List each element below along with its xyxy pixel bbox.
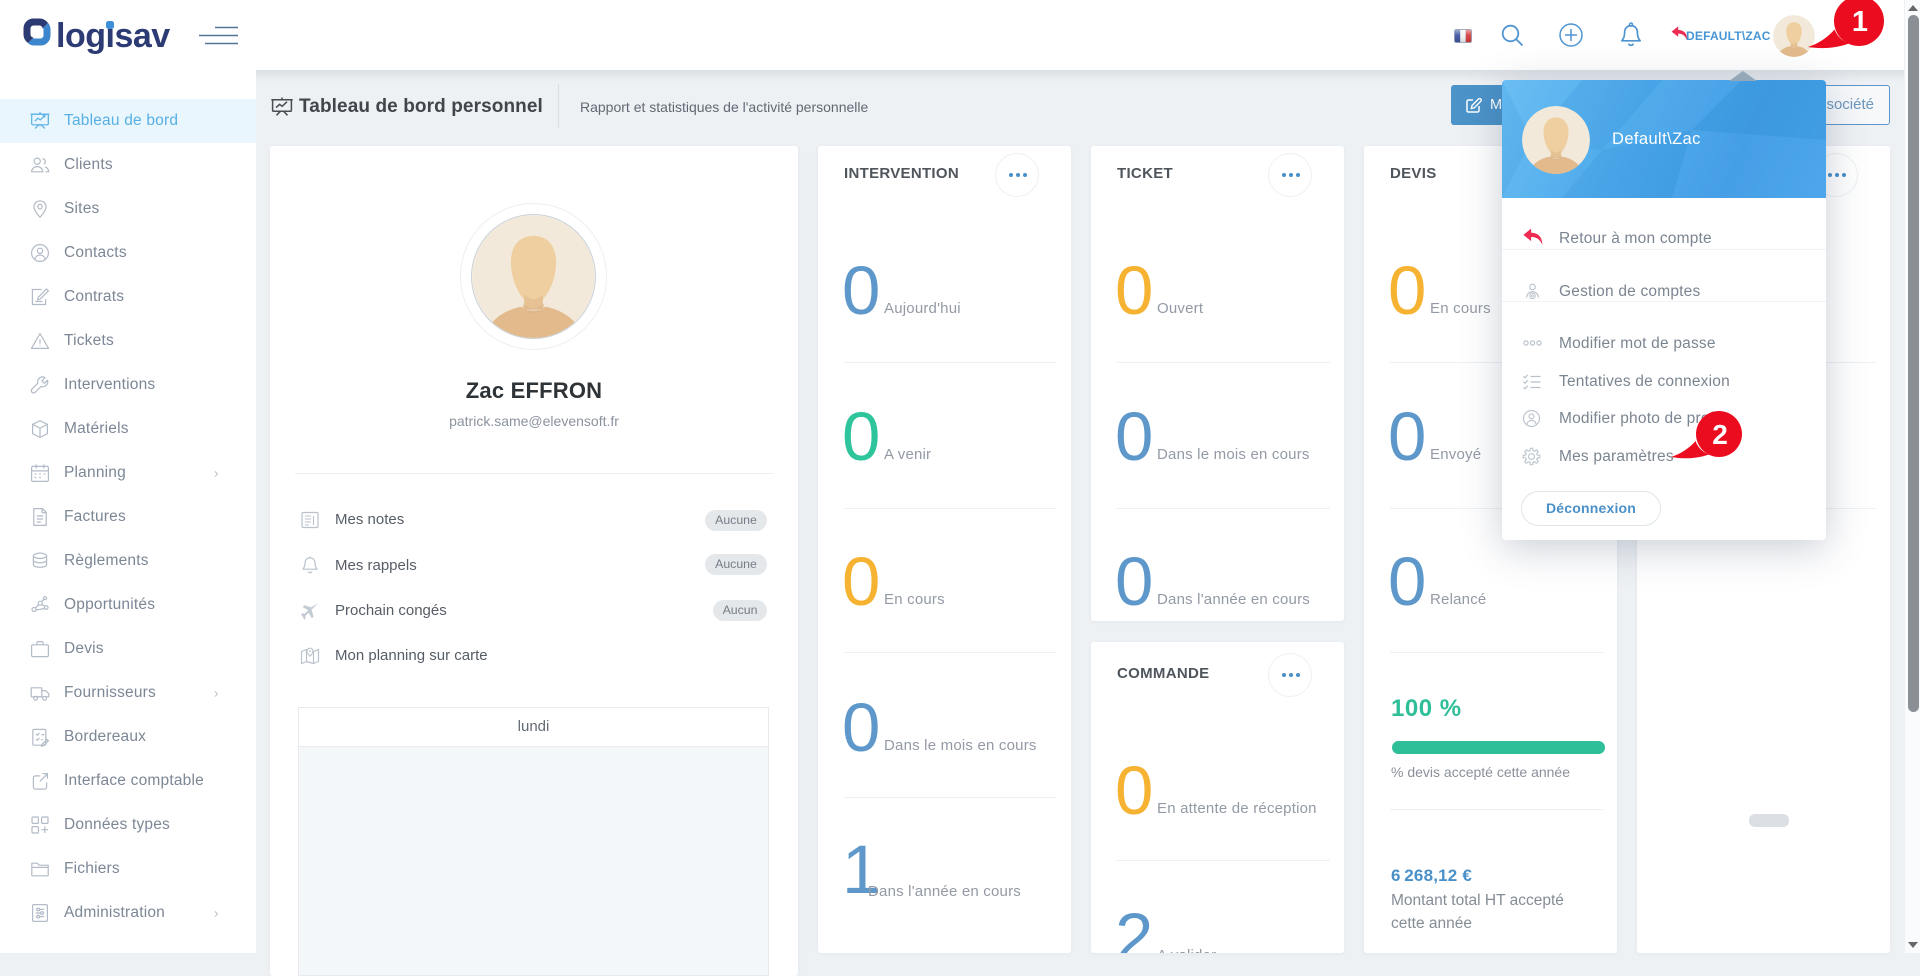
svg-text:2: 2 xyxy=(1712,419,1728,450)
svg-text:1: 1 xyxy=(1852,6,1868,38)
